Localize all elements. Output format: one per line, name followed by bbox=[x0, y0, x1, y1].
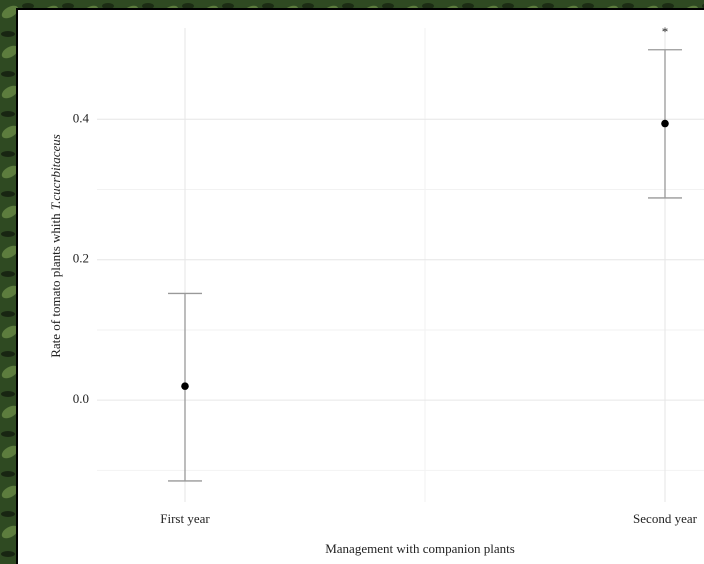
y-axis-label-text: Rate of tomato plants whith bbox=[48, 213, 63, 358]
y-tick-label: 0.4 bbox=[73, 110, 90, 125]
point bbox=[661, 119, 669, 128]
y-axis-label-species: T.cucrbitaceus bbox=[48, 134, 63, 210]
plot: 0.0 0.2 0.4 First year Second year * bbox=[73, 24, 704, 526]
annotation: * bbox=[662, 24, 669, 39]
y-tick-label: 0.0 bbox=[73, 391, 89, 406]
x-tick-label: Second year bbox=[633, 511, 698, 526]
x-tick-label: First year bbox=[160, 511, 210, 526]
point bbox=[181, 382, 189, 390]
chart-panel bbox=[16, 8, 704, 564]
x-axis-label: Management with companion plants bbox=[325, 541, 515, 556]
y-axis-label: Rate of tomato plants whith T.cucrbitace… bbox=[48, 134, 63, 358]
y-tick-label: 0.2 bbox=[73, 251, 89, 266]
